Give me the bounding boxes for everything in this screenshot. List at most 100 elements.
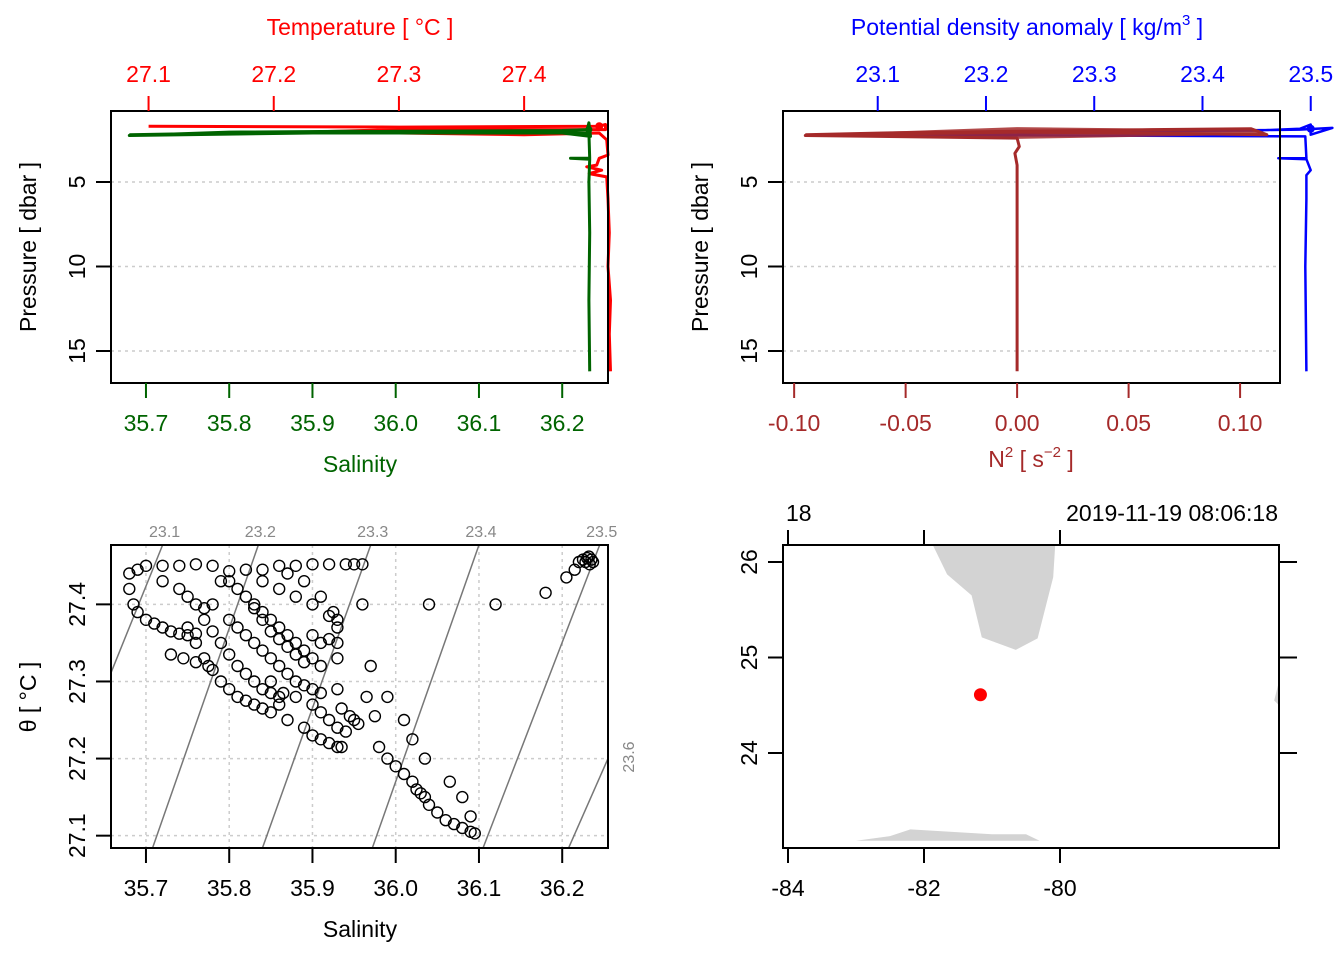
- data-point: [247, 636, 261, 650]
- tick-label-latitude: 25: [736, 645, 762, 671]
- data-point: [264, 652, 277, 665]
- tick-label-n2: -0.05: [879, 410, 931, 436]
- tick-label-density: 23.2: [964, 61, 1009, 87]
- data-point: [339, 558, 352, 571]
- x-axis-title-salinity: Salinity: [323, 916, 398, 942]
- isopycnal-label: 23.2: [245, 524, 276, 541]
- data-point: [297, 575, 311, 588]
- data-point: [281, 713, 294, 727]
- data-point: [281, 640, 294, 653]
- tick-label-salinity: 35.7: [124, 875, 169, 901]
- data-point: [177, 652, 190, 665]
- data-point: [273, 632, 286, 646]
- data-point: [202, 659, 215, 673]
- data-point: [356, 558, 369, 571]
- data-point: [289, 690, 302, 704]
- data-point: [222, 613, 236, 626]
- data-point: [156, 559, 169, 572]
- data-point: [256, 563, 269, 576]
- data-point: [139, 613, 153, 626]
- tick-label-pressure: 10: [64, 254, 90, 280]
- land-polygon: [932, 545, 1056, 650]
- data-point: [439, 814, 452, 827]
- data-point: [206, 559, 219, 572]
- data-point: [456, 821, 469, 835]
- data-point: [256, 605, 269, 619]
- data-point: [356, 598, 369, 611]
- data-point: [189, 598, 203, 611]
- data-point: [368, 710, 382, 723]
- data-point: [214, 575, 228, 588]
- tick-label-temperature: 27.3: [377, 61, 422, 87]
- data-point: [239, 667, 253, 680]
- data-point: [447, 817, 461, 831]
- data-point: [273, 582, 286, 596]
- data-point: [389, 760, 402, 773]
- data-point: [352, 717, 365, 731]
- data-point: [181, 621, 194, 634]
- tick-label-longitude: -82: [907, 875, 940, 901]
- data-point: [222, 648, 236, 661]
- data-point: [164, 648, 178, 661]
- data-point: [314, 590, 327, 603]
- data-point: [414, 787, 427, 800]
- series-line-density: [856, 123, 1334, 372]
- data-point: [422, 598, 436, 611]
- data-point: [381, 690, 394, 704]
- data-point: [247, 675, 261, 688]
- data-point: [327, 605, 340, 619]
- data-point: [322, 736, 336, 750]
- tick-label-salinity: 36.2: [540, 410, 585, 436]
- bottom-axis-title-n2: N2 [ s−2 ]: [988, 444, 1074, 472]
- tick-label-salinity: 35.8: [207, 875, 252, 901]
- data-point: [418, 790, 432, 804]
- data-point: [306, 683, 319, 696]
- data-point: [364, 659, 377, 673]
- data-point: [586, 555, 600, 569]
- isopycnal-label: 23.5: [586, 524, 617, 541]
- data-point: [314, 733, 327, 746]
- tick-label-density: 23.5: [1288, 61, 1333, 87]
- data-point: [156, 575, 169, 588]
- data-point: [127, 598, 140, 611]
- data-point: [256, 702, 269, 715]
- data-point: [256, 613, 269, 626]
- data-point: [372, 740, 386, 754]
- tick-label-salinity: 36.0: [373, 875, 418, 901]
- tick-label-theta: 27.1: [64, 813, 90, 858]
- data-point: [406, 775, 419, 788]
- tick-label-salinity: 36.1: [457, 875, 502, 901]
- tick-label-pressure: 15: [736, 338, 762, 364]
- series-line-temperature: [148, 123, 612, 372]
- grid-lines: [783, 181, 1280, 352]
- data-point: [322, 609, 336, 623]
- data-point: [281, 567, 294, 580]
- data-point: [331, 621, 344, 634]
- data-point: [322, 713, 336, 727]
- data-point: [247, 602, 261, 615]
- data-point: [173, 627, 186, 640]
- tick-label-temperature: 27.4: [502, 61, 547, 87]
- data-point: [314, 686, 327, 700]
- data-point: [264, 625, 277, 638]
- data-point: [123, 567, 136, 580]
- data-point: [381, 752, 394, 765]
- tick-label-temperature: 27.2: [251, 61, 296, 87]
- data-point: [456, 790, 469, 804]
- isopycnal-label: 23.6: [621, 741, 638, 772]
- tick-label-theta: 27.2: [64, 736, 90, 781]
- data-point: [397, 767, 411, 781]
- tick-label-pressure: 15: [64, 338, 90, 364]
- isopycnal-line: [371, 545, 480, 848]
- data-point: [181, 590, 194, 603]
- data-point: [339, 725, 352, 738]
- data-point: [189, 656, 203, 669]
- tick-label-n2: 0.00: [995, 410, 1040, 436]
- left-axis-title-pressure: Pressure [ dbar ]: [687, 162, 713, 332]
- data-point: [231, 659, 244, 673]
- tick-label-salinity: 35.8: [207, 410, 252, 436]
- data-point: [173, 559, 186, 572]
- station-time-label: 2019-11-19 08:06:18: [1066, 500, 1278, 526]
- tick-label-salinity: 36.2: [540, 875, 585, 901]
- data-point: [231, 690, 244, 704]
